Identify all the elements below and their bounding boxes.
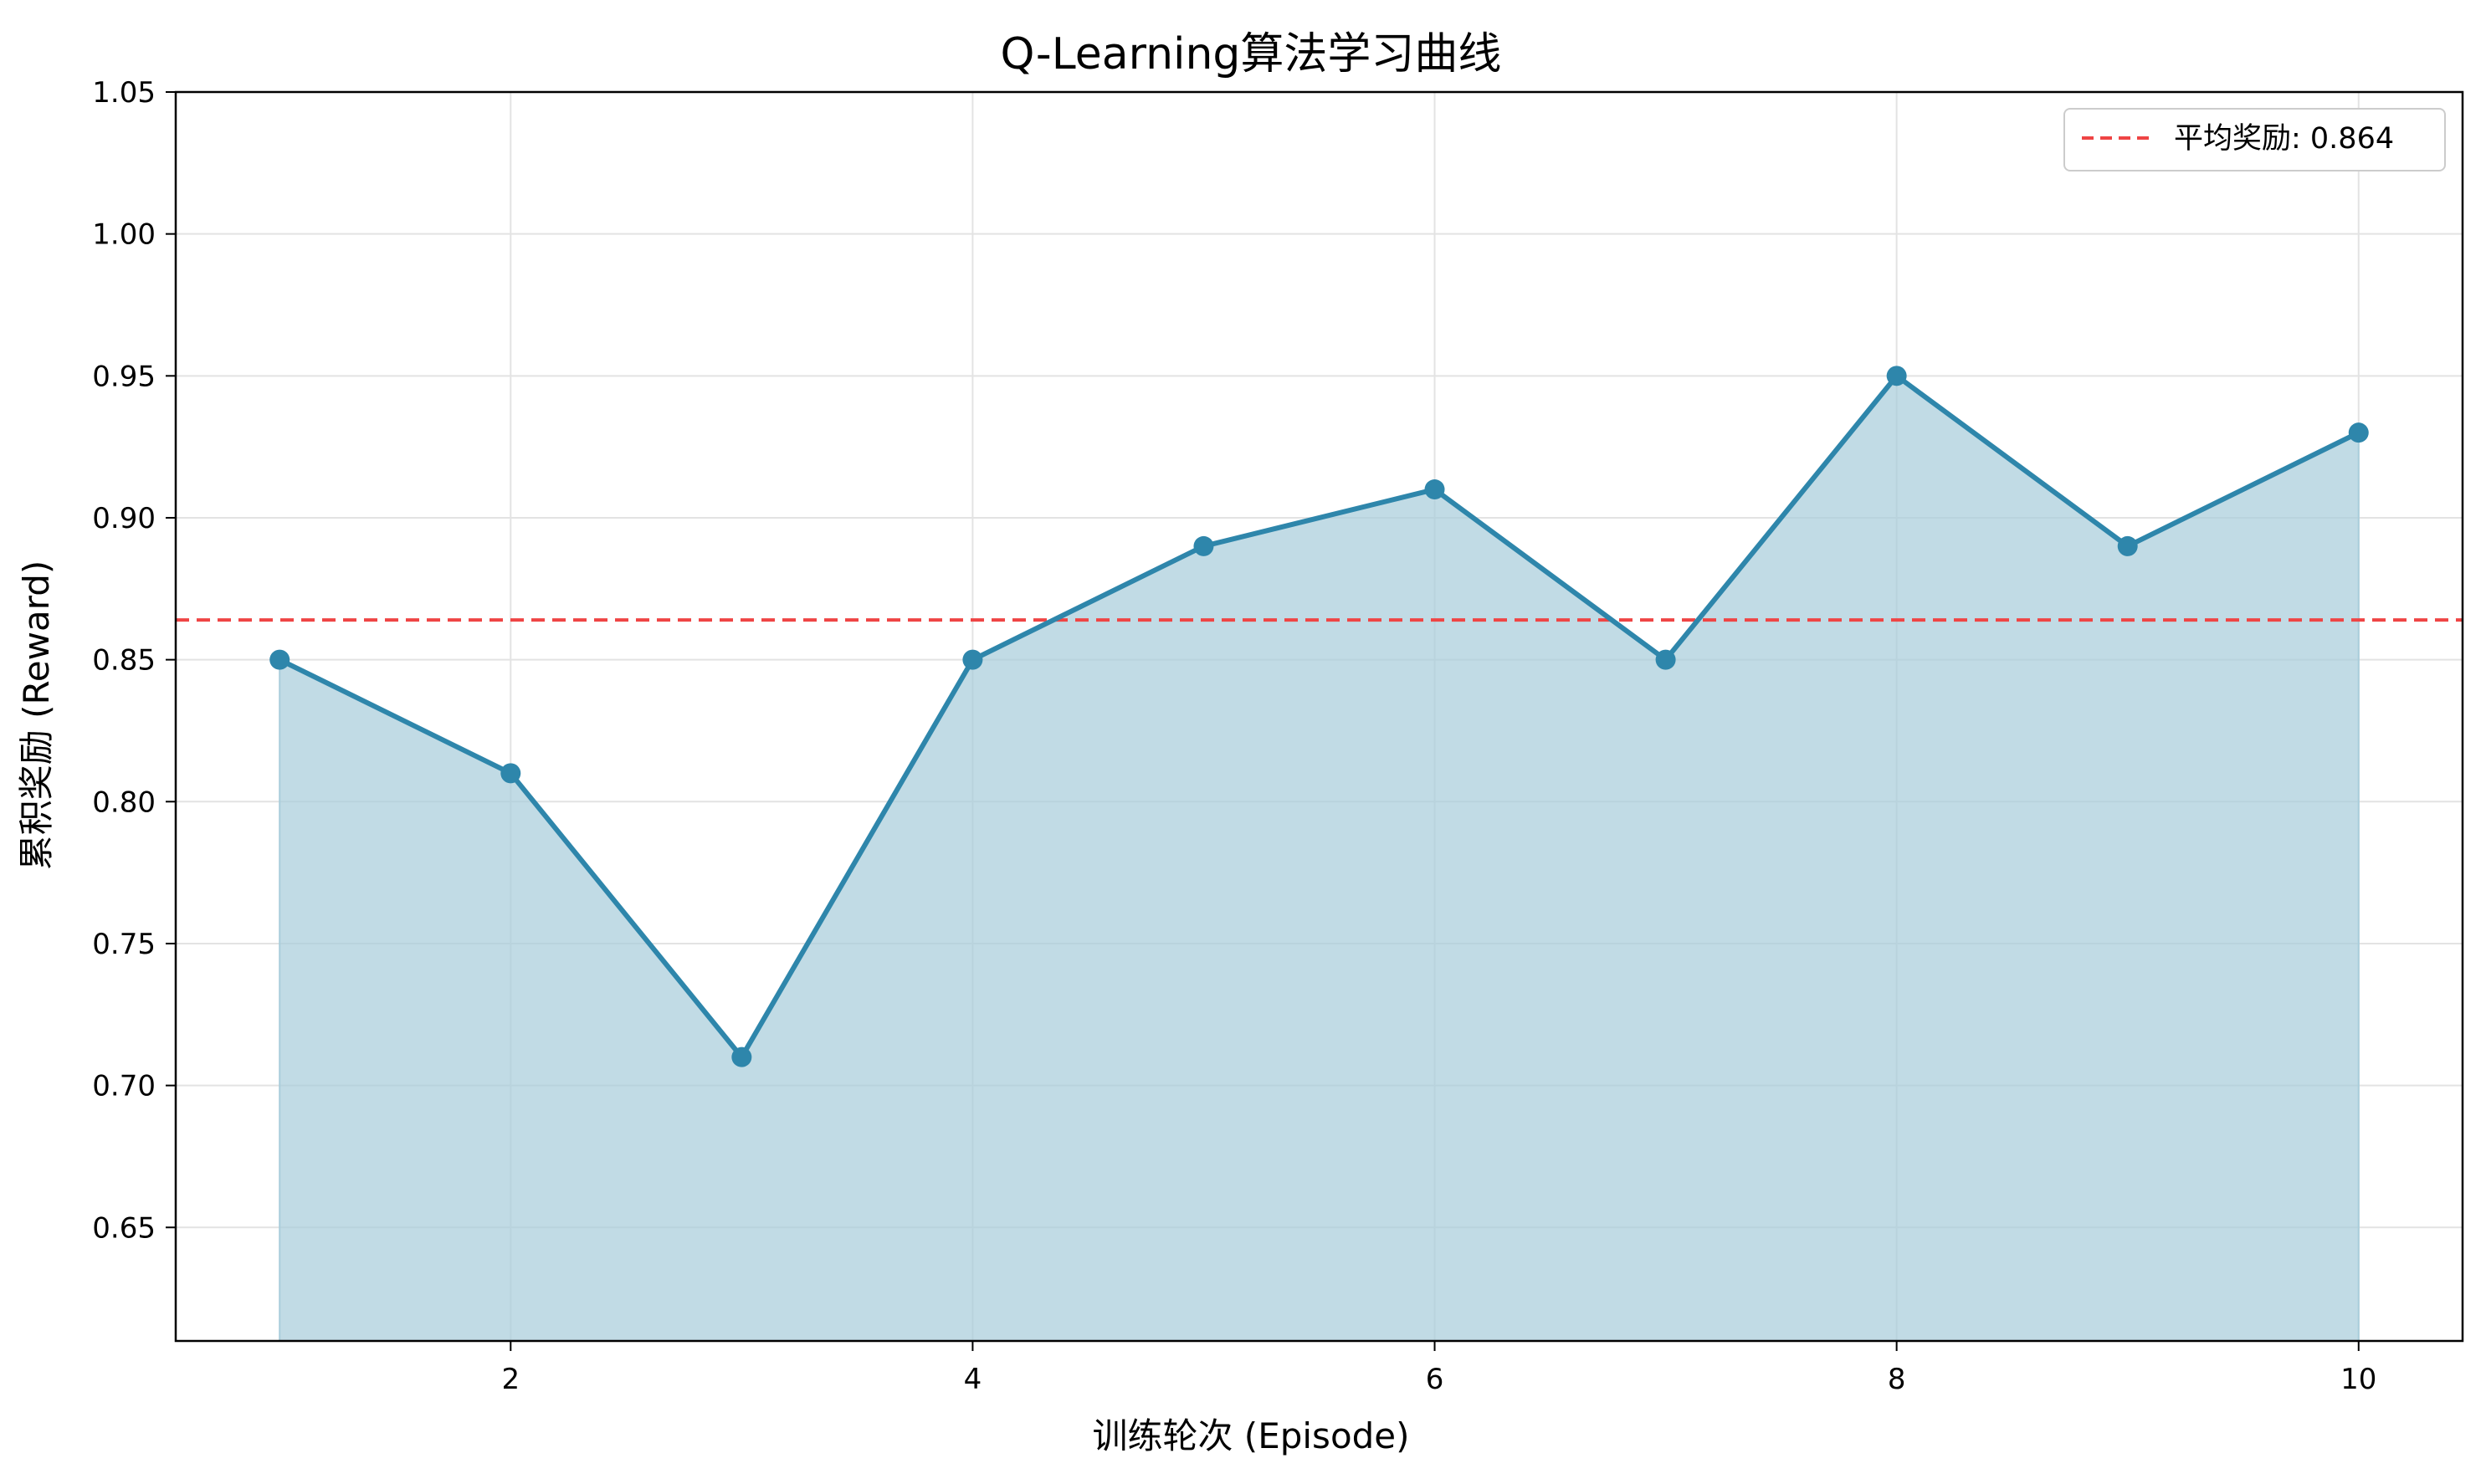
legend: 平均奖励: 0.864 bbox=[2063, 108, 2446, 171]
x-tick-label: 10 bbox=[2340, 1363, 2376, 1396]
plot-frame bbox=[174, 90, 2464, 1343]
data-point bbox=[1886, 366, 1907, 386]
x-tick-label: 8 bbox=[1888, 1363, 1906, 1396]
y-tick-label: 0.70 bbox=[92, 1070, 156, 1103]
x-axis-ticks: 2 4 6 8 10 bbox=[501, 1341, 2376, 1396]
x-tick-label: 6 bbox=[1426, 1363, 1444, 1396]
data-point bbox=[500, 763, 521, 784]
data-point-layer bbox=[269, 366, 2369, 1067]
legend-label-reference-line: 平均奖励: 0.864 bbox=[2174, 122, 2394, 156]
area-fill-layer bbox=[279, 374, 2360, 1342]
y-tick-label: 0.95 bbox=[92, 360, 156, 393]
data-point bbox=[1193, 535, 1214, 556]
data-point bbox=[269, 649, 290, 670]
data-point bbox=[1655, 649, 1676, 670]
y-axis-ticks: 0.65 0.70 0.75 0.80 0.85 0.90 0.95 1.00 1.05 bbox=[92, 76, 176, 1245]
x-tick-label: 2 bbox=[501, 1363, 520, 1396]
y-tick-label: 1.00 bbox=[92, 218, 156, 252]
x-tick-label: 4 bbox=[964, 1363, 982, 1396]
x-axis-label: 训练轮次 (Episode) bbox=[1092, 1415, 1409, 1456]
y-tick-label: 0.85 bbox=[92, 644, 156, 678]
y-tick-label: 0.65 bbox=[92, 1211, 156, 1245]
y-tick-label: 1.05 bbox=[92, 76, 156, 110]
y-tick-label: 0.75 bbox=[92, 928, 156, 961]
y-axis-label: 累积奖励 (Reward) bbox=[16, 560, 57, 871]
data-point bbox=[962, 649, 983, 670]
y-tick-label: 0.80 bbox=[92, 785, 156, 819]
series-line bbox=[278, 373, 2360, 1060]
data-point bbox=[1424, 479, 1445, 500]
data-point bbox=[731, 1046, 752, 1067]
data-point bbox=[2117, 535, 2138, 556]
data-point bbox=[2348, 422, 2369, 443]
legend-box bbox=[2063, 108, 2446, 171]
y-tick-label: 0.90 bbox=[92, 502, 156, 535]
chart-title: Q-Learning算法学习曲线 bbox=[1001, 29, 1502, 79]
series-line-layer bbox=[278, 373, 2360, 1060]
area-fill bbox=[279, 374, 2360, 1342]
